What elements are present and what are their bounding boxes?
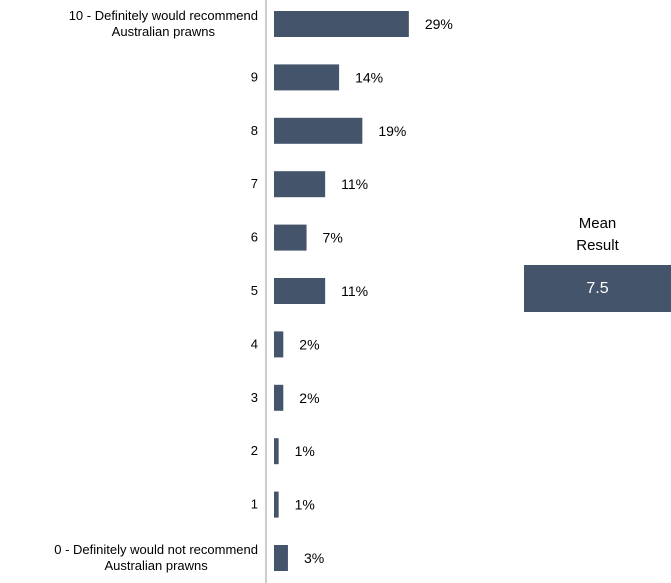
mean-result-box: 7.5 [524,265,671,312]
category-label-9-line-0: 1 [251,497,258,512]
category-label-8-line-0: 2 [251,443,258,458]
bar-8 [274,438,279,465]
bar-10 [274,545,288,571]
value-label-1: 14% [355,69,383,85]
category-label-1-line-0: 9 [251,69,258,84]
bar-7 [274,384,284,411]
mean-result-value: 7.5 [586,279,609,297]
mean-title-line-1: Mean [578,215,617,232]
bar-6 [274,331,284,358]
bar-2 [274,117,363,144]
category-label-7-line-0: 3 [251,390,258,405]
value-label-5: 11% [341,283,368,299]
mean-title-line-2: Result [576,237,619,254]
bar-9 [274,491,279,518]
bar-5 [274,278,326,304]
value-label-0: 29% [425,16,453,32]
value-label-2: 19% [378,123,406,139]
category-label-2-line-0: 8 [251,123,258,138]
mean-result-title: Mean Result [524,213,671,257]
value-label-10: 3% [304,550,324,566]
bar-1 [274,64,340,91]
category-label-10-line-0: 0 - Definitely would not recommend [54,542,258,557]
category-label-0-line-0: 10 - Definitely would recommend [69,8,258,23]
category-label-0-line-1: Australian prawns [112,24,216,39]
category-label-3-line-0: 7 [251,176,258,191]
bars-group: 29%10 - Definitely would recommendAustra… [54,8,453,573]
value-label-3: 11% [341,176,368,192]
category-label-6-line-0: 4 [251,336,258,351]
category-label-10-line-1: Australian prawns [104,558,208,573]
bar-4 [274,224,307,251]
bar-3 [274,171,326,198]
value-label-4: 7% [323,230,343,246]
bar-0 [274,11,409,37]
value-label-8: 1% [295,443,315,459]
category-label-5-line-0: 5 [251,283,258,298]
category-label-4-line-0: 6 [251,230,258,245]
value-label-7: 2% [299,390,319,406]
value-label-9: 1% [295,497,315,513]
value-label-6: 2% [299,336,319,352]
